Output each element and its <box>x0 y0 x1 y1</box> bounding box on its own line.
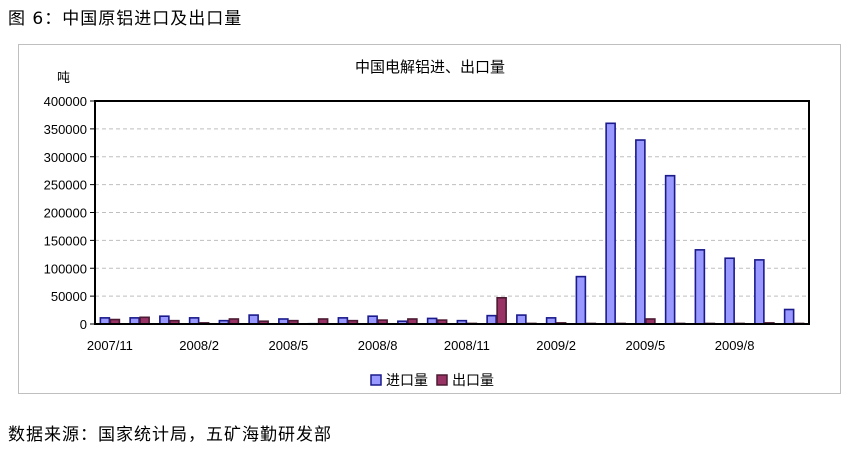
bar-chart: 中国电解铝进、出口量 吨 0 50000 100000 150000 200000 250… <box>44 58 810 389</box>
chart-title: 中国电解铝进、出口量 <box>355 58 505 76</box>
x-tick-label: 2008/5 <box>268 338 308 353</box>
y-tick-label: 50000 <box>51 289 87 304</box>
x-tick-label: 2009/2 <box>536 338 576 353</box>
export-bar <box>139 316 150 325</box>
import-bar <box>664 174 676 325</box>
legend: 进口量 出口量 <box>370 373 494 389</box>
legend-swatch-import <box>370 374 382 386</box>
import-bar <box>159 315 170 325</box>
legend-label-import: 进口量 <box>386 373 428 389</box>
export-bar <box>496 296 507 325</box>
x-tick-label: 2008/2 <box>179 338 219 353</box>
import-bar <box>724 257 735 325</box>
legend-label-export: 出口量 <box>452 373 494 389</box>
import-bar <box>635 139 646 325</box>
y-tick-label: 150000 <box>44 233 87 248</box>
y-tick-label: 0 <box>80 317 87 332</box>
gridlines <box>95 128 809 297</box>
x-tick-label: 2009/8 <box>715 338 755 353</box>
x-tick-label: 2008/11 <box>444 338 490 353</box>
import-bar <box>367 315 378 325</box>
x-axis-ticks: 2007/11 2008/2 2008/5 2008/8 2008/11 2009/2 20… <box>87 338 755 353</box>
import-bar <box>605 122 616 325</box>
chart-container: 中国电解铝进、出口量 吨 0 50000 100000 150000 200000 250… <box>18 44 841 394</box>
y-tick-label: 300000 <box>44 150 87 165</box>
import-bar <box>754 259 765 325</box>
x-tick-label: 2007/11 <box>87 338 133 353</box>
import-bar <box>486 314 497 325</box>
data-source-note: 数据来源：国家统计局，五矿海勤研发部 <box>8 425 332 445</box>
x-tick-label: 2009/5 <box>625 338 665 353</box>
x-tick-label: 2008/8 <box>358 338 398 353</box>
bars <box>99 122 805 326</box>
figure-title: 图 6：中国原铝进口及出口量 <box>8 9 243 29</box>
y-axis-unit-label: 吨 <box>57 70 70 85</box>
import-bar <box>248 314 259 325</box>
y-tick-label: 250000 <box>44 178 87 193</box>
legend-swatch-export <box>436 374 448 386</box>
y-axis-ticks: 0 50000 100000 150000 200000 250000 300000 3500… <box>44 94 95 332</box>
y-tick-label: 100000 <box>44 261 87 276</box>
import-bar <box>694 249 706 325</box>
y-tick-label: 400000 <box>44 94 87 109</box>
y-tick-label: 350000 <box>44 122 87 137</box>
y-tick-label: 200000 <box>44 206 87 221</box>
import-bar <box>783 308 795 325</box>
import-bar <box>575 275 587 325</box>
import-bar <box>516 314 527 325</box>
